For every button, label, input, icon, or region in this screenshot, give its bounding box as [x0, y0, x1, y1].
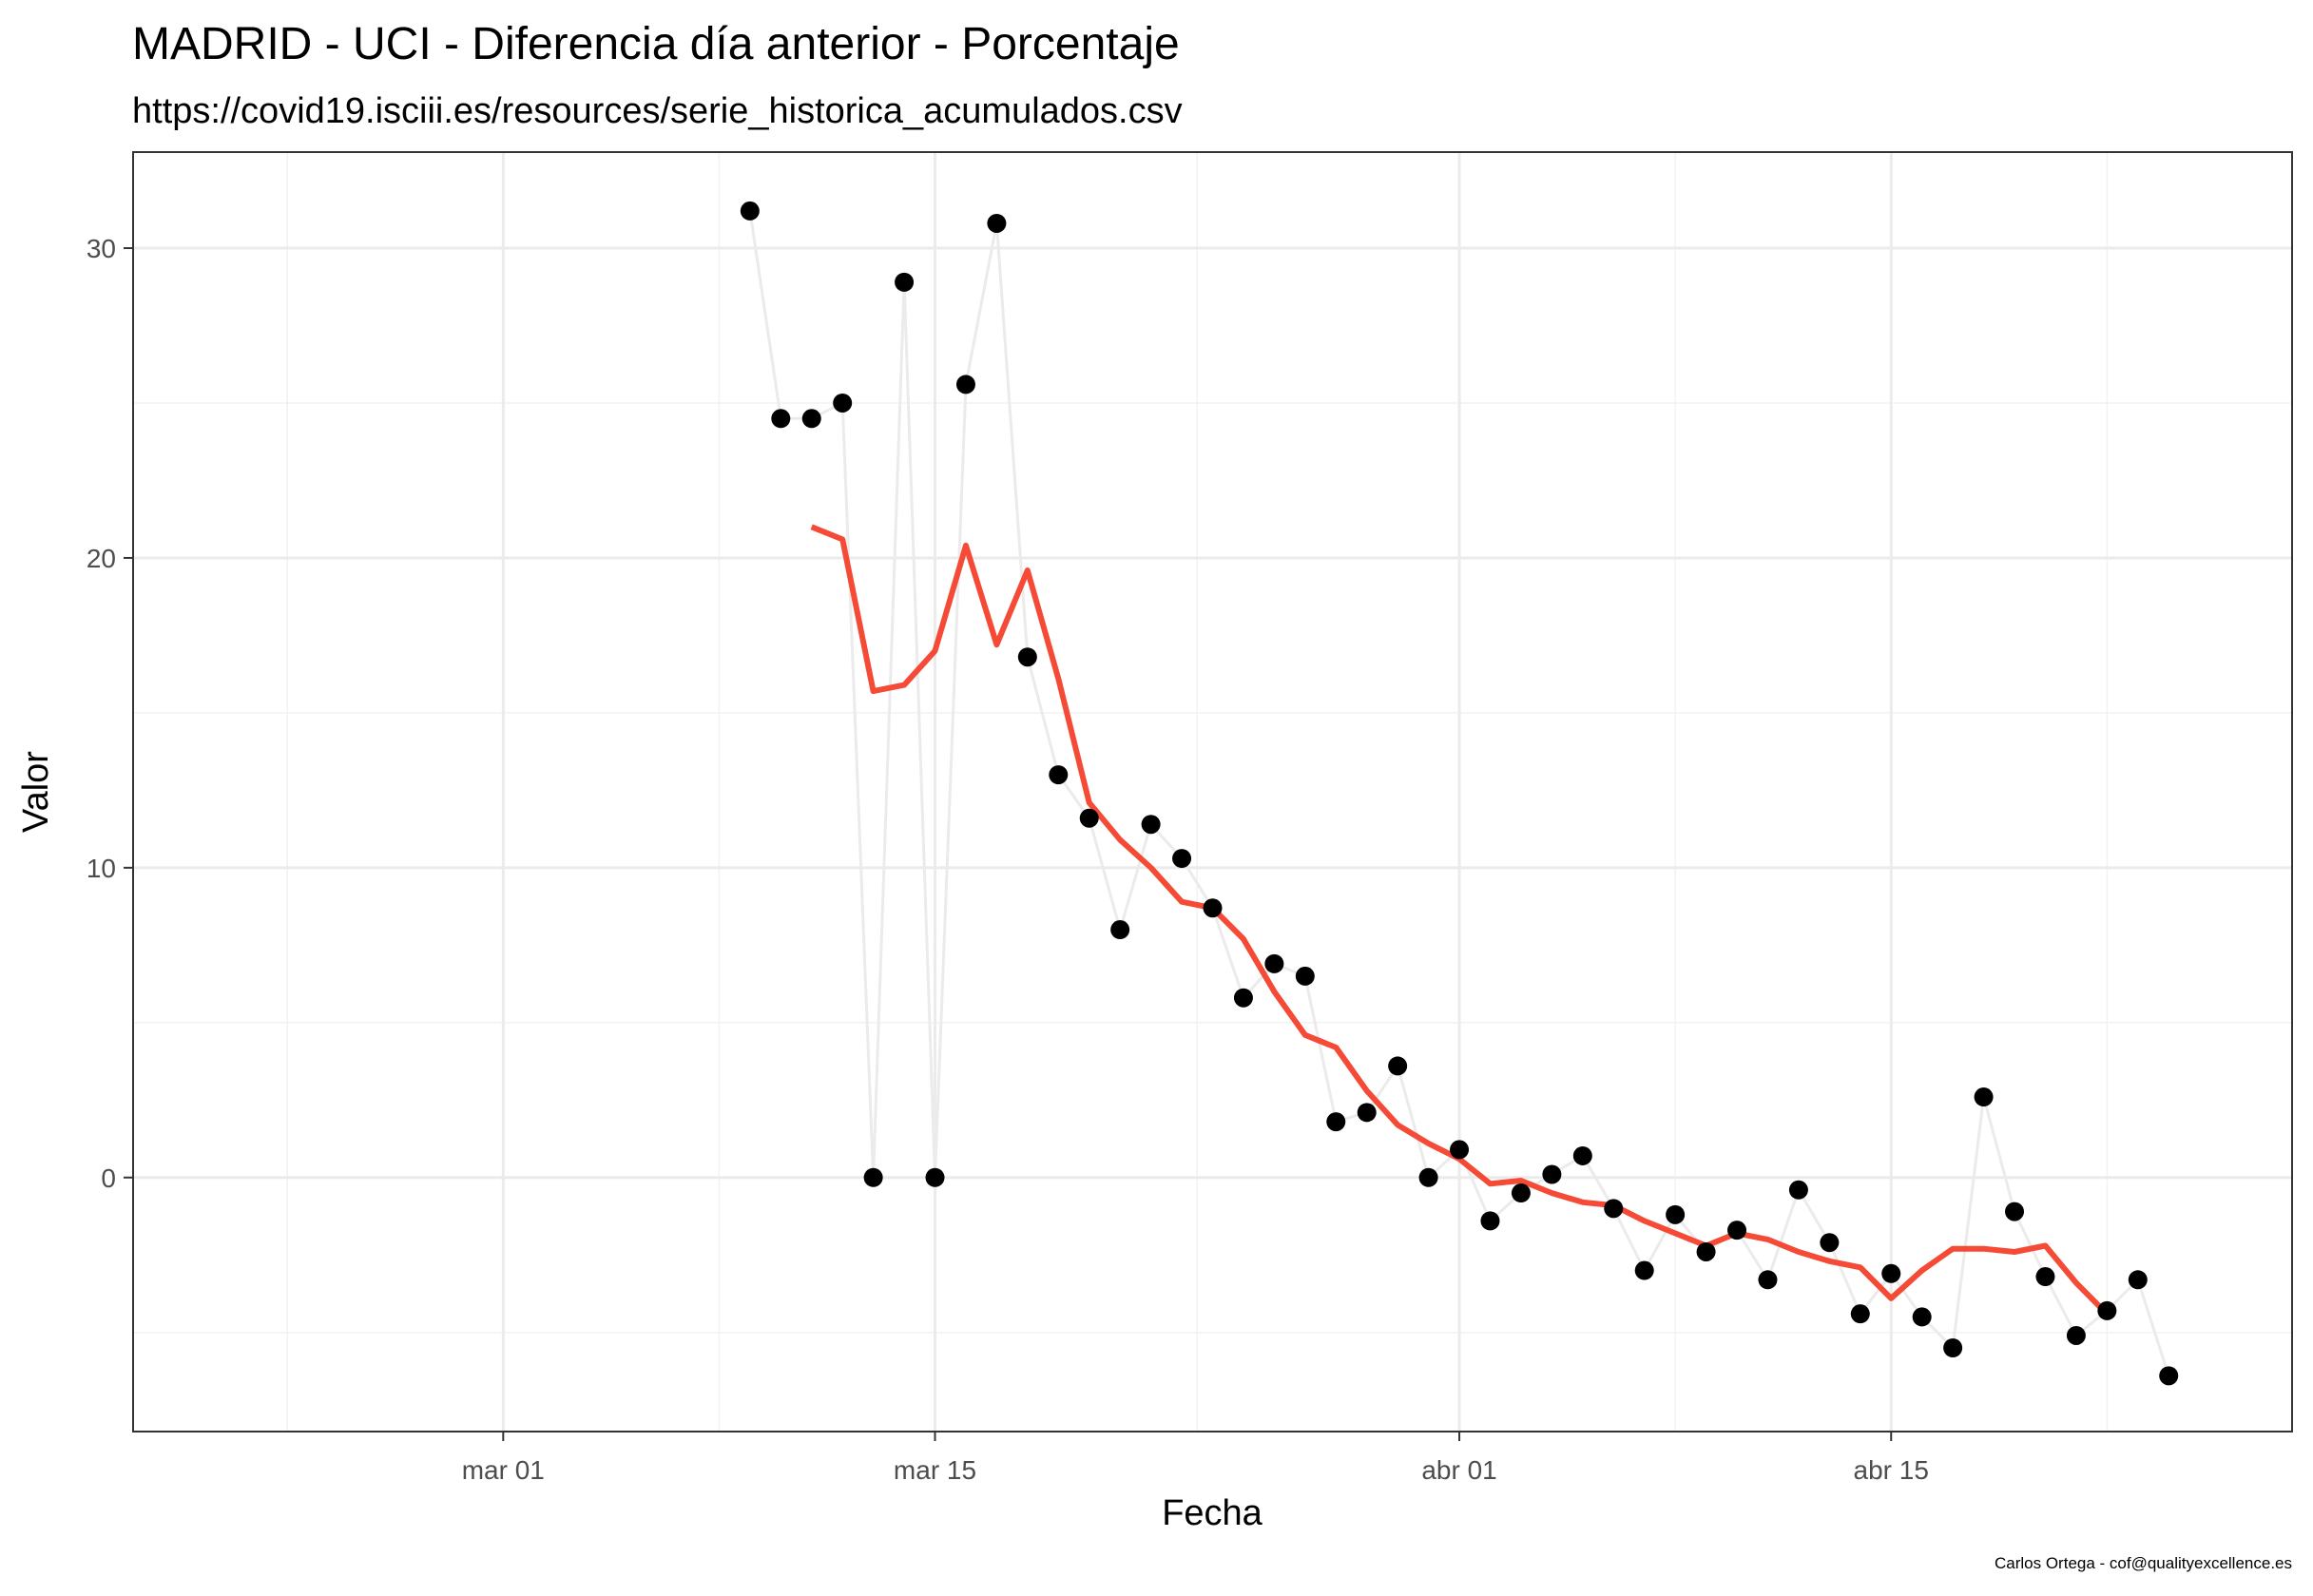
data-point — [771, 409, 791, 429]
data-point — [1788, 1180, 1808, 1200]
data-point — [1850, 1304, 1870, 1324]
y-tick-label: 30 — [87, 234, 116, 263]
data-point — [1233, 988, 1253, 1008]
data-point — [1388, 1056, 1408, 1076]
data-point — [1418, 1167, 1438, 1187]
data-point — [1295, 966, 1315, 986]
data-point — [1357, 1103, 1377, 1123]
data-point — [1172, 849, 1192, 869]
data-point — [2035, 1267, 2055, 1287]
x-tick-label: abr 01 — [1421, 1455, 1496, 1485]
x-tick-label: abr 15 — [1854, 1455, 1929, 1485]
x-axis: mar 01 mar 15 abr 01 abr 15 — [462, 1432, 1929, 1485]
data-point — [863, 1167, 883, 1187]
chart-title: MADRID - UCI - Diferencia día anterior -… — [132, 19, 1180, 69]
y-axis-title: Valor — [16, 751, 56, 833]
data-point — [1141, 815, 1161, 835]
data-points — [740, 201, 2179, 1386]
data-point — [1542, 1164, 1562, 1184]
data-point — [1017, 647, 1037, 667]
data-point — [1604, 1199, 1624, 1219]
data-point — [833, 393, 853, 413]
data-point — [895, 272, 915, 292]
data-point — [1912, 1307, 1932, 1327]
data-point — [925, 1167, 945, 1187]
grid-major — [133, 152, 2292, 1432]
data-point — [1820, 1233, 1840, 1253]
x-axis-title: Fecha — [1162, 1493, 1263, 1533]
data-point — [801, 409, 821, 429]
data-point — [1110, 920, 1130, 940]
caption: Carlos Ortega - cof@qualityexcellence.es — [1995, 1554, 2292, 1572]
data-point — [1326, 1112, 1346, 1132]
data-point — [2128, 1270, 2148, 1290]
data-point — [1634, 1260, 1654, 1280]
data-point — [1264, 953, 1284, 973]
data-point — [1203, 898, 1223, 918]
data-point — [1572, 1145, 1592, 1165]
data-point — [1758, 1270, 1778, 1290]
data-point — [1079, 808, 1099, 828]
data-point — [2159, 1366, 2179, 1386]
data-point — [1666, 1204, 1686, 1224]
data-point — [1480, 1211, 1500, 1231]
data-point — [1696, 1241, 1716, 1261]
data-point — [987, 213, 1007, 233]
y-tick-label: 0 — [101, 1163, 116, 1193]
data-point — [1943, 1338, 1963, 1358]
grid-minor — [133, 152, 2292, 1432]
data-point — [2066, 1325, 2086, 1345]
chart-subtitle: https://covid19.isciii.es/resources/seri… — [132, 91, 1183, 131]
y-axis: 0 10 20 30 — [87, 234, 133, 1193]
panel-border — [132, 151, 2293, 1433]
y-tick-label: 10 — [87, 854, 116, 883]
data-point — [1450, 1140, 1470, 1160]
y-tick-label: 20 — [87, 544, 116, 573]
data-point — [2005, 1202, 2025, 1221]
data-point — [740, 201, 760, 221]
data-point — [2097, 1300, 2117, 1320]
data-point — [1049, 765, 1069, 785]
x-tick-label: mar 01 — [462, 1455, 545, 1485]
data-point — [1511, 1183, 1531, 1203]
x-tick-label: mar 15 — [894, 1455, 976, 1485]
data-point — [955, 375, 975, 394]
data-point — [1974, 1087, 1994, 1107]
data-point — [1727, 1221, 1747, 1240]
data-point — [1881, 1263, 1901, 1283]
